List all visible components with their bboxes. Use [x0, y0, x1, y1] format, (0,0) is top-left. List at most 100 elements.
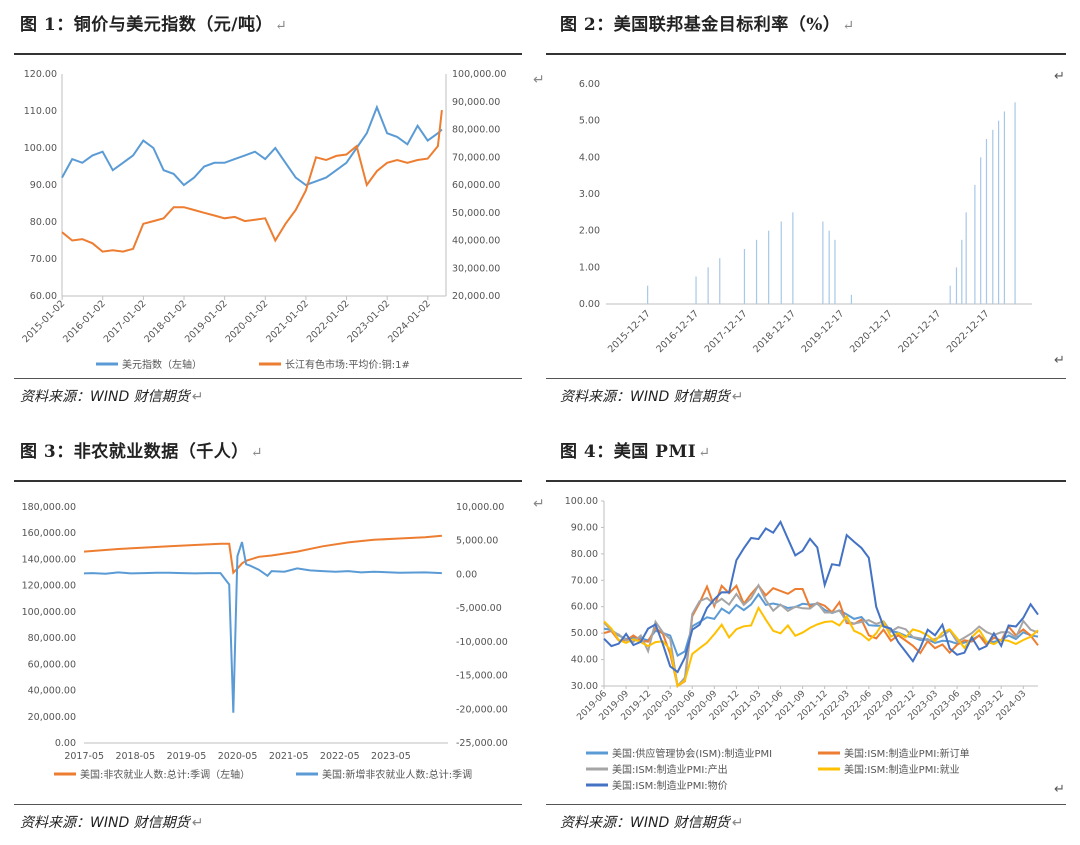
figure-2-top-rule — [546, 53, 1066, 55]
rate-bar — [719, 258, 721, 304]
legend-label: 美国:ISM:制造业PMI:产出 — [612, 763, 728, 776]
y-left-tick-label: 100,000.00 — [22, 607, 76, 618]
y-tick-label: 100.00 — [565, 496, 598, 507]
figure-2-chart: 0.00 1.00 2.00 3.00 4.00 5.00 6.00 2015-12-17 20… — [546, 58, 1066, 376]
x-tick-label: 2018-01-02 — [142, 298, 189, 345]
source-label: 资料来源：WIND 财信期货 — [20, 815, 190, 831]
legend-label: 美国:新增非农就业人数:总计:季调 — [322, 768, 472, 781]
rate-bar — [707, 267, 709, 304]
x-tick-label: 2020-12-17 — [848, 308, 895, 355]
y-tick-label: 5.00 — [579, 116, 600, 127]
figure-3-heading: 图 3：非农就业数据（千人） ↵ — [20, 437, 263, 462]
y-left-tick-label: 100.00 — [24, 143, 57, 154]
y-right-tick-label: 50,000.00 — [452, 208, 500, 219]
x-tick-label: 2021-05 — [269, 751, 309, 762]
return-mark: ↵ — [731, 389, 744, 405]
figure-4-chart: 30.00 40.00 50.00 60.00 70.00 80.00 90.00 100.0… — [546, 485, 1066, 802]
figure-3-bottom-rule — [14, 804, 522, 805]
figure-1-bottom-rule — [14, 378, 522, 379]
legend-label: 美国:供应管理协会(ISM):制造业PMI — [612, 747, 772, 760]
x-tick-label: 2019-12-17 — [800, 308, 847, 355]
return-mark: ↵ — [1054, 782, 1065, 797]
y-left-tick-label: 140,000.00 — [22, 554, 76, 565]
x-tick-label: 2021-12-17 — [896, 308, 943, 355]
return-mark: ↵ — [274, 18, 288, 34]
y-right-tick-label: 0.00 — [456, 569, 477, 580]
legend-label: 美元指数（左轴） — [122, 358, 202, 371]
rate-bar — [1003, 111, 1006, 304]
rate-bar — [768, 230, 770, 304]
return-mark: ↵ — [533, 496, 545, 512]
y-left-tick-label: 60,000.00 — [28, 659, 76, 670]
figure-2-source: 资料来源：WIND 财信期货 ↵ — [560, 386, 743, 406]
y-right-tick-label: 80,000.00 — [452, 125, 500, 136]
y-tick-label: 4.00 — [579, 152, 600, 163]
y-tick-label: 50.00 — [571, 628, 598, 639]
return-mark: ↵ — [1054, 69, 1065, 84]
figure-3-source: 资料来源：WIND 财信期货 ↵ — [20, 812, 203, 832]
return-mark: ↵ — [1054, 353, 1065, 368]
rate-bar — [780, 221, 782, 304]
y-tick-label: 30.00 — [571, 681, 598, 692]
figure-4-title: 图 4：美国 PMI — [560, 442, 697, 462]
pmi-chart: 30.00 40.00 50.00 60.00 70.00 80.00 90.00 100.0… — [565, 496, 1065, 797]
rate-bar — [743, 249, 746, 304]
return-mark: ↵ — [731, 815, 744, 831]
figure-4-bottom-rule — [546, 804, 1066, 805]
rate-bar — [828, 230, 830, 304]
return-mark: ↵ — [842, 18, 855, 34]
x-tick-label: 2019-05 — [167, 751, 207, 762]
figure-2-bottom-rule — [546, 378, 1066, 379]
x-tick-label: 2024-01-02 — [386, 298, 433, 345]
series-line-5 — [603, 519, 1039, 674]
rate-bar — [997, 120, 1000, 304]
y-tick-label: 2.00 — [579, 226, 600, 237]
figure-3-top-rule — [14, 480, 522, 482]
legend-label: 长江有色市场:平均价:铜:1# — [285, 358, 410, 371]
x-tick-label: 2015-01-02 — [20, 298, 67, 345]
y-tick-label: 0.00 — [579, 299, 600, 310]
x-tick-label: 2021-01-02 — [264, 298, 311, 345]
y-right-tick-label: 70,000.00 — [452, 152, 500, 163]
y-left-tick-label: 60.00 — [30, 291, 57, 302]
y-right-tick-label: -10,000.00 — [456, 637, 508, 648]
y-left-tick-label: 80,000.00 — [28, 633, 76, 644]
y-right-tick-label: -25,000.00 — [456, 738, 508, 749]
figure-3-chart: 0.00 20,000.00 40,000.00 60,000.00 80,000.00… — [14, 485, 522, 802]
x-tick-label: 2016-01-02 — [61, 298, 108, 345]
x-tick-label: 2023-05 — [371, 751, 411, 762]
y-left-tick-label: 90.00 — [30, 180, 57, 191]
y-right-tick-label: 90,000.00 — [452, 97, 500, 108]
y-left-tick-label: 160,000.00 — [22, 528, 76, 539]
x-tick-label: 2017-01-02 — [102, 298, 149, 345]
legend-label: 美国:ISM:制造业PMI:就业 — [844, 763, 960, 776]
y-tick-label: 3.00 — [579, 189, 600, 200]
rate-bar — [949, 285, 951, 304]
source-label: 资料来源：WIND 财信期货 — [560, 815, 730, 831]
rate-bar — [792, 212, 794, 304]
y-tick-label: 70.00 — [571, 575, 598, 586]
figure-1-chart: 60.00 70.00 80.00 90.00 100.00 110.00 120.00 20… — [14, 58, 522, 376]
y-right-tick-label: -5,000.00 — [456, 603, 502, 614]
return-mark: ↵ — [698, 445, 711, 461]
x-tick-label: 2018-12-17 — [751, 308, 798, 355]
legend-label: 美国:ISM:制造业PMI:新订单 — [844, 747, 970, 760]
y-tick-label: 6.00 — [579, 79, 600, 90]
x-tick-label: 2020-01-02 — [224, 298, 271, 345]
y-left-tick-label: 120,000.00 — [22, 581, 76, 592]
source-label: 资料来源：WIND 财信期货 — [20, 389, 190, 405]
y-left-tick-label: 70.00 — [30, 254, 57, 265]
rate-bar — [961, 239, 963, 304]
legend-label: 美国:非农就业人数:总计:季调（左轴） — [80, 768, 250, 781]
x-tick-label: 2018-05 — [115, 751, 155, 762]
return-mark: ↵ — [250, 445, 263, 461]
x-tick-label: 2022-01-02 — [305, 298, 352, 345]
figure-1-heading: 图 1：铜价与美元指数（元/吨） ↵ — [20, 10, 287, 35]
figure-2-title: 图 2：美国联邦基金目标利率（%） — [560, 15, 841, 35]
rate-bar — [834, 239, 836, 304]
x-tick-label: 2017-12-17 — [703, 308, 750, 355]
x-tick-label: 2023-01-02 — [345, 298, 392, 345]
y-left-tick-label: 110.00 — [24, 106, 57, 117]
rate-bar — [974, 184, 976, 304]
